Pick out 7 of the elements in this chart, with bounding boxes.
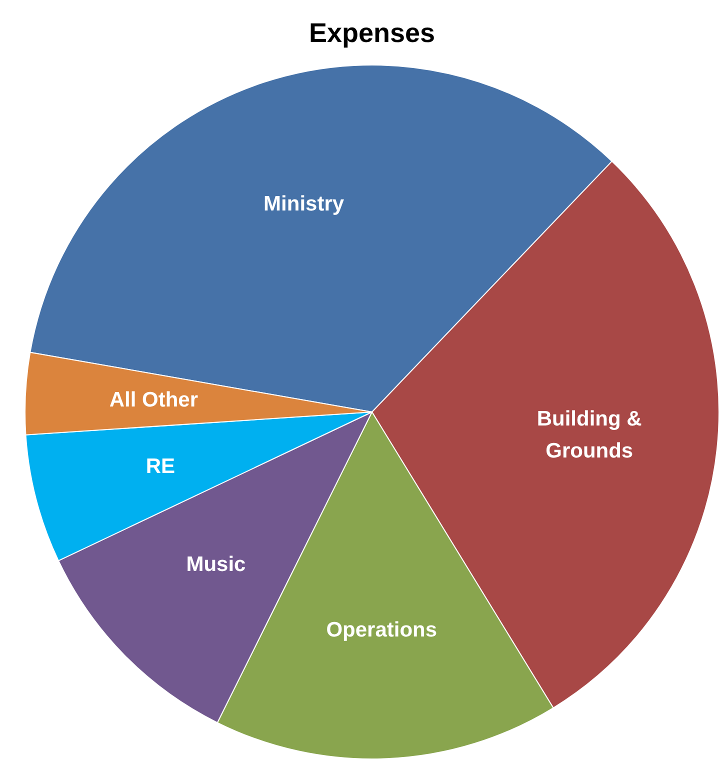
slice-label: All Other: [109, 388, 198, 411]
slice-label: Music: [186, 552, 246, 576]
slice-label: Building & Grounds: [536, 406, 642, 462]
slice-label: Operations: [326, 618, 438, 641]
slice-label: Ministry: [264, 192, 344, 215]
chart-title: Expenses: [308, 18, 436, 48]
slice-label: RE: [146, 454, 176, 478]
